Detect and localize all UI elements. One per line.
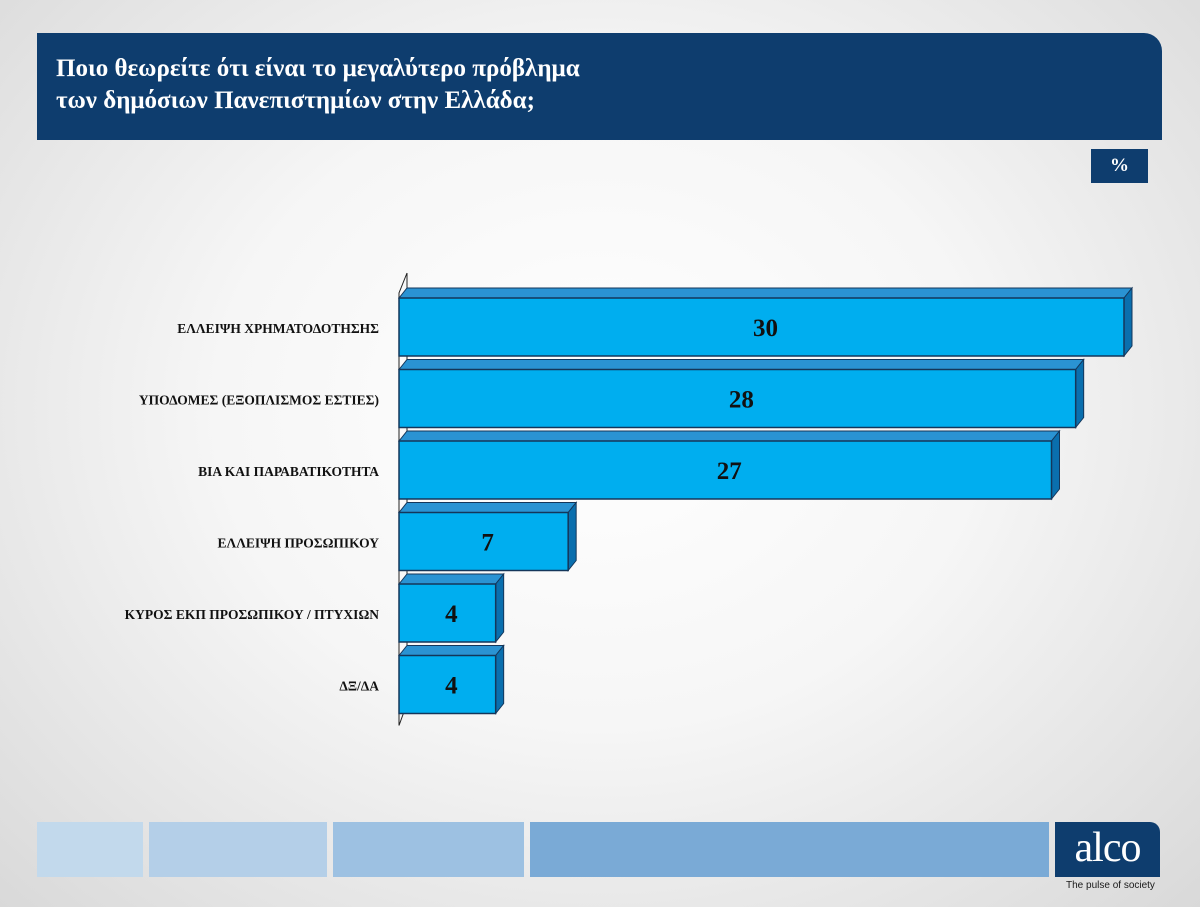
bar-3 xyxy=(398,511,569,572)
bar-1 xyxy=(398,368,1077,429)
bar-top-3 xyxy=(397,502,578,513)
footer-block-3 xyxy=(333,822,524,877)
bar-side-2 xyxy=(1051,429,1060,501)
bar-top-0 xyxy=(397,287,1134,299)
category-label-1: ΥΠΟΔΟΜΕΣ (ΕΞΟΠΛΙΣΜΟΣ ΕΣΤΙΕΣ) xyxy=(139,393,379,408)
bar-2 xyxy=(398,440,1053,500)
category-label-5: ΔΞ/ΔΑ xyxy=(339,679,379,694)
value-label-2: 27 xyxy=(717,458,742,485)
alco-logo: alco xyxy=(1055,822,1160,877)
title-bar: Ποιο θεωρείτε ότι είναι το μεγαλύτερο πρ… xyxy=(37,33,1162,140)
bar-side-1 xyxy=(1075,358,1085,429)
title-line-2: των δημόσιων Πανεπιστημίων στην Ελλάδα; xyxy=(56,87,535,114)
unit-badge: % xyxy=(1091,149,1148,183)
value-label-5: 4 xyxy=(445,673,458,700)
value-label-0: 30 xyxy=(753,315,778,342)
footer-block-2 xyxy=(149,822,327,877)
category-label-4: ΚΥΡΟΣ ΕΚΠ ΠΡΟΣΩΠΙΚΟΥ / ΠΤΥΧΙΩΝ xyxy=(125,607,380,622)
bar-0 xyxy=(398,297,1125,357)
bar-side-3 xyxy=(567,501,577,572)
footer-block-1 xyxy=(37,822,143,877)
bar-side-0 xyxy=(1123,286,1133,358)
bar-5 xyxy=(398,654,497,715)
bar-4 xyxy=(398,583,497,643)
bar-side-4 xyxy=(495,572,505,644)
category-label-0: ΕΛΛΕΙΨΗ ΧΡΗΜΑΤΟΔΟΤΗΣΗΣ xyxy=(177,321,379,336)
category-label-2: ΒΙΑ ΚΑΙ ΠΑΡΑΒΑΤΙΚΟΤΗΤΑ xyxy=(198,464,379,479)
bar-top-4 xyxy=(397,573,505,585)
value-label-1: 28 xyxy=(729,387,754,414)
bar-side-5 xyxy=(495,644,505,715)
bar-top-1 xyxy=(397,359,1085,370)
category-label-3: ΕΛΛΕΙΨΗ ΠΡΟΣΩΠΙΚΟΥ xyxy=(218,536,380,551)
bar-top-2 xyxy=(397,430,1061,442)
value-label-3: 7 xyxy=(481,530,494,557)
footer-block-4 xyxy=(530,822,1049,877)
logo-tagline: The pulse of society xyxy=(1066,880,1155,891)
bar-top-5 xyxy=(397,645,505,656)
title-line-1: Ποιο θεωρείτε ότι είναι το μεγαλύτερο πρ… xyxy=(56,55,580,82)
value-label-4: 4 xyxy=(445,601,458,628)
